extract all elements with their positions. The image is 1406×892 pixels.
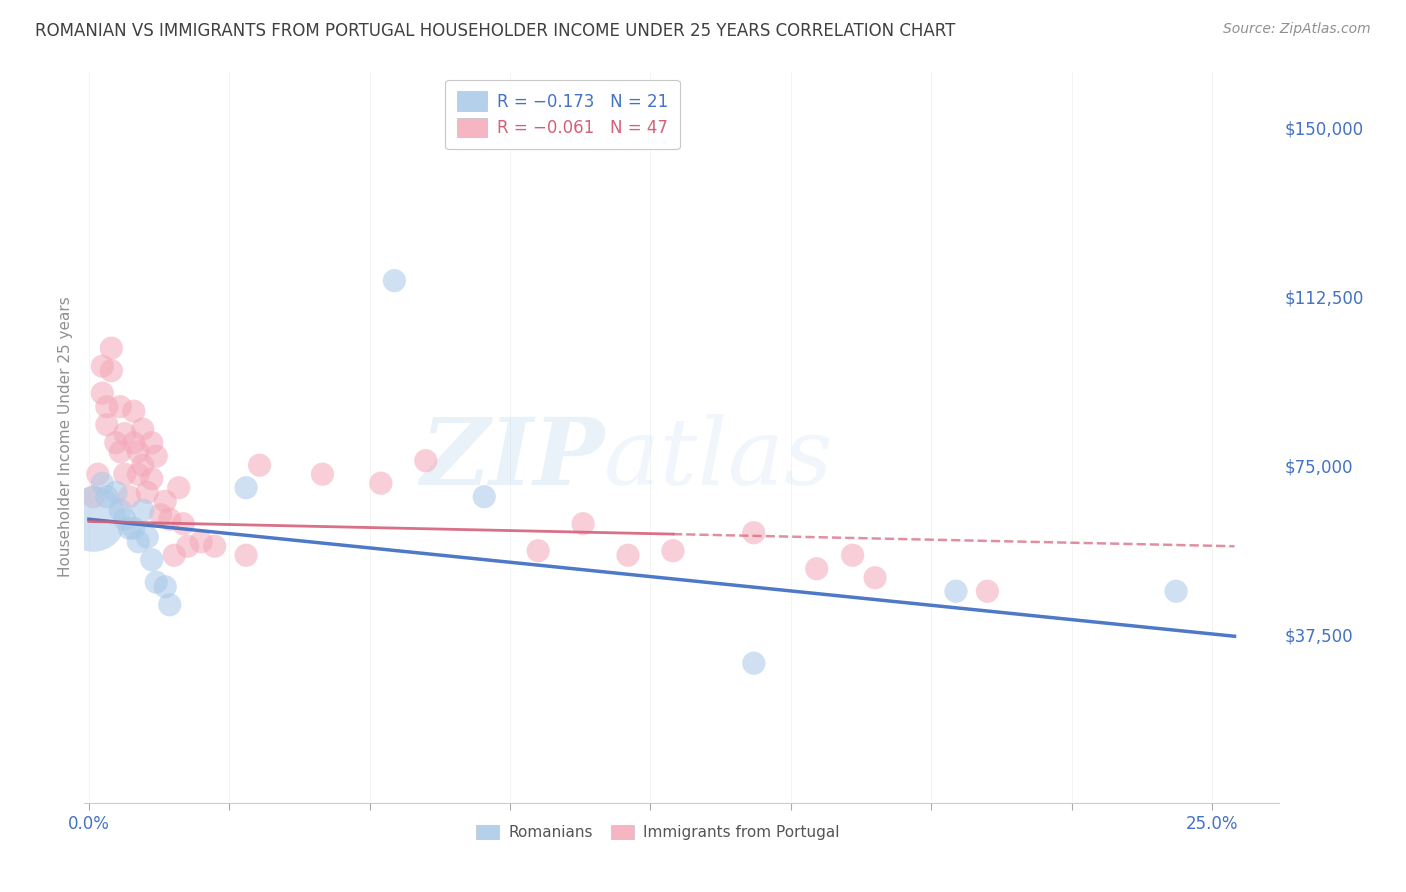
Point — [114, 467, 136, 482]
Point — [127, 534, 149, 549]
Point — [370, 476, 392, 491]
Point — [91, 476, 114, 491]
Point — [159, 598, 181, 612]
Point — [527, 543, 550, 558]
Point — [662, 543, 685, 558]
Point — [132, 458, 155, 473]
Point — [114, 512, 136, 526]
Point — [122, 521, 145, 535]
Point — [110, 444, 132, 458]
Point — [100, 364, 122, 378]
Point — [96, 490, 118, 504]
Legend: Romanians, Immigrants from Portugal: Romanians, Immigrants from Portugal — [470, 819, 846, 847]
Point — [159, 512, 181, 526]
Point — [235, 548, 257, 562]
Point — [82, 490, 104, 504]
Point — [155, 494, 177, 508]
Point — [141, 472, 163, 486]
Point — [104, 485, 127, 500]
Point — [382, 274, 405, 288]
Point — [136, 485, 159, 500]
Point — [204, 539, 226, 553]
Point — [841, 548, 863, 562]
Point — [249, 458, 271, 473]
Point — [127, 467, 149, 482]
Point — [235, 481, 257, 495]
Point — [100, 341, 122, 355]
Point — [114, 426, 136, 441]
Point — [96, 417, 118, 432]
Point — [118, 521, 141, 535]
Point — [104, 435, 127, 450]
Point — [91, 386, 114, 401]
Point — [742, 657, 765, 671]
Point — [863, 571, 886, 585]
Point — [132, 422, 155, 436]
Point — [122, 435, 145, 450]
Point — [163, 548, 186, 562]
Point — [806, 562, 828, 576]
Point — [132, 503, 155, 517]
Point — [742, 525, 765, 540]
Point — [190, 534, 212, 549]
Text: Source: ZipAtlas.com: Source: ZipAtlas.com — [1223, 22, 1371, 37]
Point — [91, 359, 114, 374]
Text: ROMANIAN VS IMMIGRANTS FROM PORTUGAL HOUSEHOLDER INCOME UNDER 25 YEARS CORRELATI: ROMANIAN VS IMMIGRANTS FROM PORTUGAL HOU… — [35, 22, 956, 40]
Point — [145, 575, 167, 590]
Point — [145, 449, 167, 463]
Point — [149, 508, 172, 522]
Point — [136, 530, 159, 544]
Point — [141, 435, 163, 450]
Point — [110, 400, 132, 414]
Point — [96, 400, 118, 414]
Point — [122, 404, 145, 418]
Text: ZIP: ZIP — [420, 414, 605, 504]
Point — [572, 516, 595, 531]
Point — [87, 467, 110, 482]
Point — [172, 516, 194, 531]
Point — [472, 490, 495, 504]
Point — [110, 503, 132, 517]
Y-axis label: Householder Income Under 25 years: Householder Income Under 25 years — [58, 297, 73, 577]
Point — [167, 481, 190, 495]
Point — [415, 453, 437, 467]
Point — [617, 548, 640, 562]
Point — [976, 584, 998, 599]
Point — [311, 467, 333, 482]
Point — [141, 553, 163, 567]
Point — [118, 490, 141, 504]
Text: atlas: atlas — [605, 414, 834, 504]
Point — [82, 512, 104, 526]
Point — [127, 444, 149, 458]
Point — [945, 584, 967, 599]
Point — [1166, 584, 1188, 599]
Point — [176, 539, 198, 553]
Point — [155, 580, 177, 594]
